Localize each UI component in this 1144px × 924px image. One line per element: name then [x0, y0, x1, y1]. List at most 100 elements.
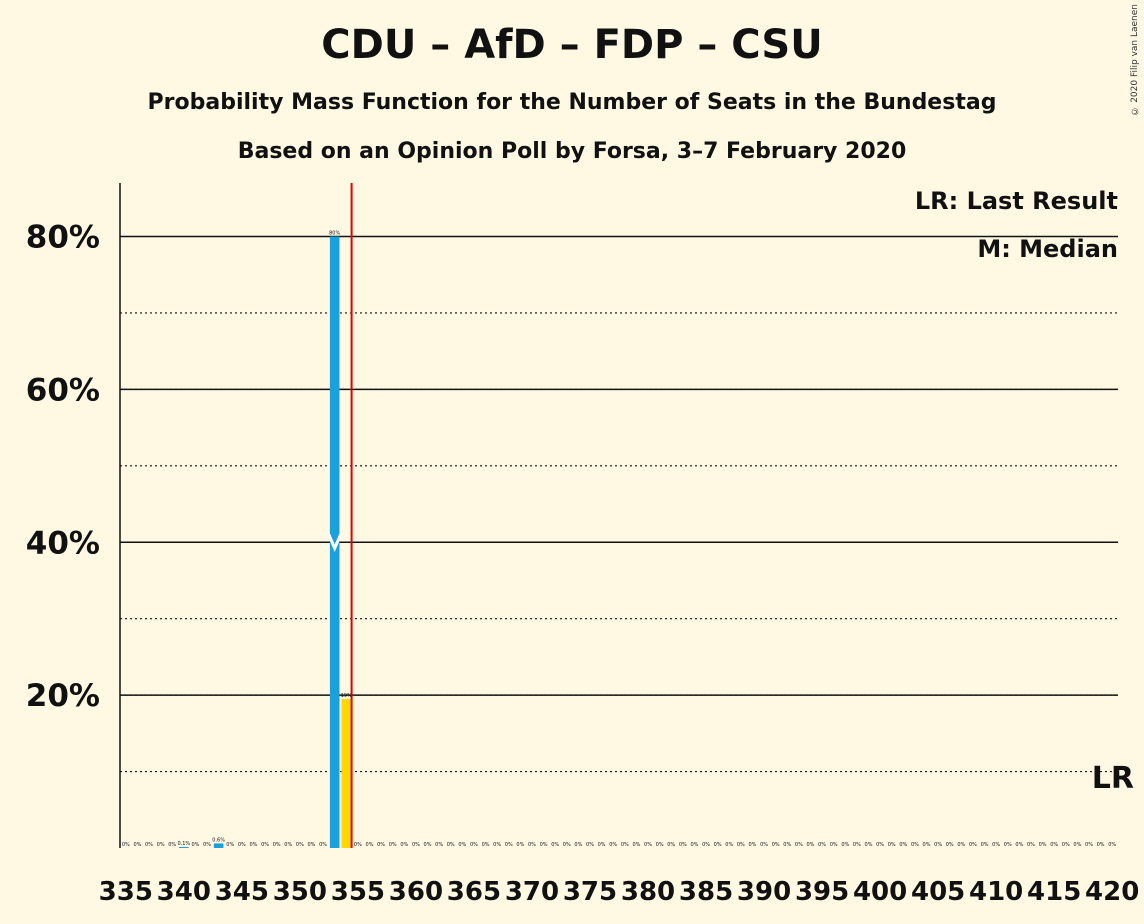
zero-label: 0%: [830, 842, 838, 848]
bar-343: [213, 843, 224, 848]
zero-label: 0%: [725, 842, 733, 848]
y-tick-label: 60%: [26, 372, 100, 408]
zero-label: 0%: [157, 842, 165, 848]
zero-label: 0%: [609, 842, 617, 848]
zero-label: 0%: [319, 842, 327, 848]
y-tick-label: 40%: [26, 525, 100, 561]
chart-subtitle-poll: Based on an Opinion Poll by Forsa, 3–7 F…: [237, 139, 907, 164]
zero-label: 0%: [1085, 842, 1093, 848]
zero-label: 0%: [447, 842, 455, 848]
zero-label: 0%: [760, 842, 768, 848]
legend-median: M: Median: [977, 235, 1118, 263]
zero-label: 0%: [899, 842, 907, 848]
zero-label: 0%: [528, 842, 536, 848]
data-labels: 0% 0% 0% 0% 0% 0% 0% 0% 0% 0% 0% 0% 0% 0% 0% 0% 0% 0% 0% 0%…: [122, 231, 1117, 848]
zero-label: 0%: [748, 842, 756, 848]
x-tick-label: 335: [99, 877, 153, 907]
axes: 20%40%60%80%335 340 345 350 355 360 365 370 375 3…: [26, 183, 1139, 907]
zero-label: 0%: [412, 842, 420, 848]
bar-340: [179, 847, 189, 848]
zero-label: 0%: [284, 842, 292, 848]
zero-label: 0%: [841, 842, 849, 848]
zero-label: 0%: [377, 842, 385, 848]
zero-label: 0%: [1050, 842, 1058, 848]
zero-label: 0%: [865, 842, 873, 848]
x-tick-label: 385: [679, 877, 733, 907]
zero-label: 0%: [203, 842, 211, 848]
zero-label: 0%: [969, 842, 977, 848]
x-tick-label: 355: [331, 877, 385, 907]
zero-label: 0%: [1039, 842, 1047, 848]
grid-lines: [120, 235, 1118, 773]
zero-label: 0%: [574, 842, 582, 848]
zero-label: 0%: [876, 842, 884, 848]
zero-label: 0%: [911, 842, 919, 848]
zero-label: 0%: [667, 842, 675, 848]
zero-label: 0%: [1015, 842, 1023, 848]
zero-label: 0%: [946, 842, 954, 848]
zero-label: 0%: [888, 842, 896, 848]
zero-label: 0%: [145, 842, 153, 848]
bars: [179, 183, 353, 849]
zero-label: 0%: [795, 842, 803, 848]
zero-label: 0%: [621, 842, 629, 848]
x-tick-label: 390: [737, 877, 791, 907]
y-tick-label: 80%: [26, 220, 100, 256]
x-tick-label: 375: [563, 877, 617, 907]
zero-label: 0%: [261, 842, 269, 848]
zero-label: 0%: [458, 842, 466, 848]
zero-label: 0%: [981, 842, 989, 848]
x-tick-label: 360: [389, 877, 443, 907]
x-tick-label: 345: [215, 877, 269, 907]
x-tick-label: 405: [911, 877, 965, 907]
zero-label: 0%: [714, 842, 722, 848]
zero-label: 0%: [632, 842, 640, 848]
zero-label: 0%: [1097, 842, 1105, 848]
zero-label: 0%: [1004, 842, 1012, 848]
x-tick-label: 410: [969, 877, 1023, 907]
bar-353: [329, 236, 340, 849]
zero-label: 0%: [551, 842, 559, 848]
x-tick-label: 380: [621, 877, 675, 907]
bar-354: [341, 698, 352, 848]
zero-label: 0%: [191, 842, 199, 848]
bar-label-353: 80%: [329, 231, 340, 237]
zero-label: 0%: [957, 842, 965, 848]
zero-label: 0%: [354, 842, 362, 848]
zero-label: 0%: [366, 842, 374, 848]
legend-last-result: LR: Last Result: [915, 187, 1118, 215]
zero-label: 0%: [389, 842, 397, 848]
x-tick-label: 395: [795, 877, 849, 907]
zero-label: 0%: [992, 842, 1000, 848]
zero-label: 0%: [783, 842, 791, 848]
zero-label: 0%: [737, 842, 745, 848]
chart-subtitle: Probability Mass Function for the Number…: [147, 90, 997, 115]
zero-label: 0%: [807, 842, 815, 848]
x-tick-label: 415: [1027, 877, 1081, 907]
zero-label: 0%: [133, 842, 141, 848]
zero-label: 0%: [1108, 842, 1116, 848]
zero-label: 0%: [853, 842, 861, 848]
chart-title: CDU – AfD – FDP – CSU: [321, 22, 823, 68]
zero-label: 0%: [702, 842, 710, 848]
median-marker: [327, 533, 343, 553]
x-tick-label: 365: [447, 877, 501, 907]
zero-label: 0%: [493, 842, 501, 848]
zero-label: 0%: [923, 842, 931, 848]
zero-label: 0%: [1062, 842, 1070, 848]
x-tick-label: 370: [505, 877, 559, 907]
x-tick-label: 350: [273, 877, 327, 907]
zero-label: 0%: [400, 842, 408, 848]
bar-label-340: 0.1%: [177, 841, 190, 847]
zero-label: 0%: [435, 842, 443, 848]
last-result-marker: LR: [1092, 761, 1134, 796]
zero-label: 0%: [586, 842, 594, 848]
zero-label: 0%: [679, 842, 687, 848]
y-tick-label: 20%: [26, 678, 100, 714]
zero-label: 0%: [168, 842, 176, 848]
zero-label: 0%: [226, 842, 234, 848]
zero-label: 0%: [296, 842, 304, 848]
zero-label: 0%: [238, 842, 246, 848]
zero-label: 0%: [424, 842, 432, 848]
